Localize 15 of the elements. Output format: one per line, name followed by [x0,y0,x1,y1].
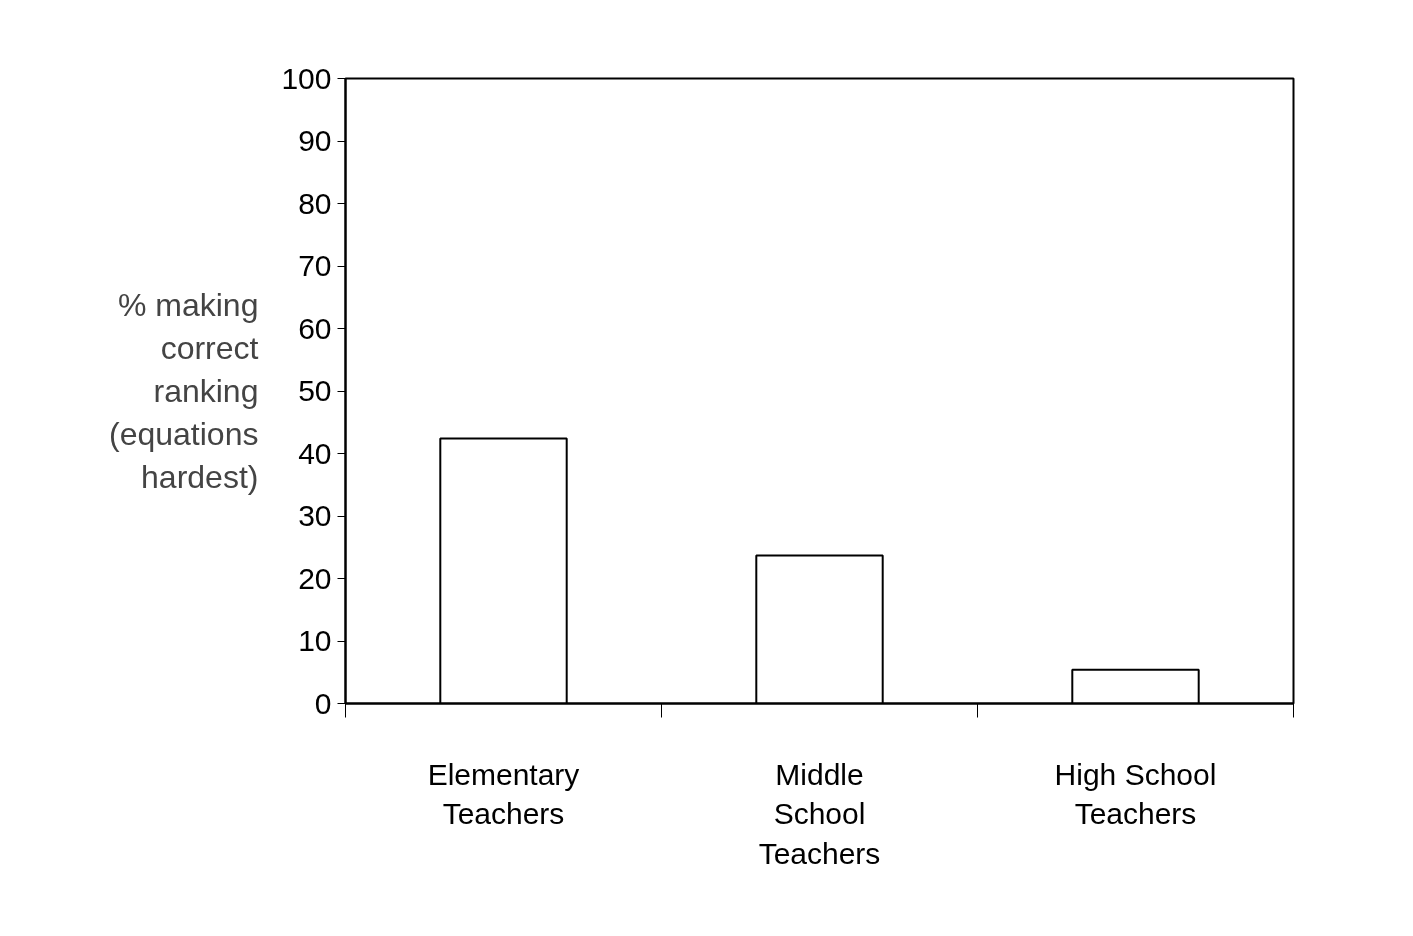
y-tick-label: 20 [298,561,332,595]
y-tick-label: 80 [298,186,332,220]
y-tick-label: 50 [298,374,332,407]
y-tick-label: 40 [298,436,332,470]
y-tick-label: 90 [298,124,332,157]
y-tick-label: 100 [281,61,332,95]
y-tick-label: 30 [298,499,332,532]
y-tick-label: 10 [298,624,332,657]
y-tick-label: 0 [314,686,332,720]
y-axis-title: % making correct ranking (equations hardest) [109,286,259,496]
x-tick-label: Middle School Teachers [758,757,881,870]
x-tick-label: Elementary Teachers [427,757,580,831]
y-tick-label: 70 [298,249,332,282]
x-tick-label: High School Teachers [1054,757,1217,831]
y-tick-label: 60 [298,311,332,345]
